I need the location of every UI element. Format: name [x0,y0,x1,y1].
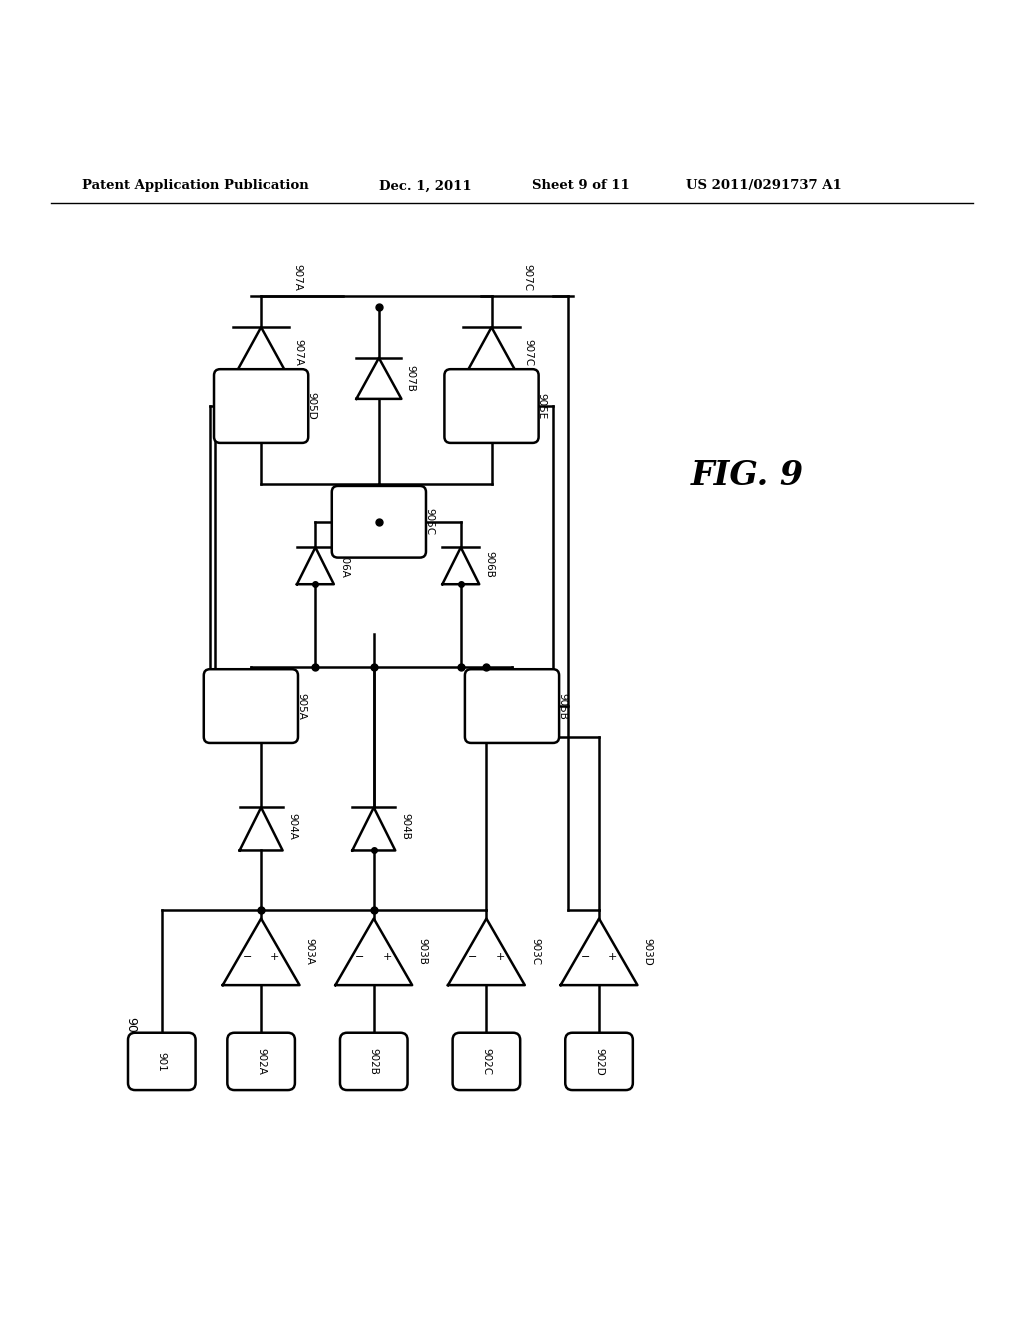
Text: −: − [468,952,477,962]
Text: 903B: 903B [418,939,427,965]
FancyBboxPatch shape [332,486,426,557]
Text: Sheet 9 of 11: Sheet 9 of 11 [532,180,630,193]
Text: 905D: 905D [306,392,316,420]
Text: 902A: 902A [256,1048,266,1074]
FancyBboxPatch shape [565,1032,633,1090]
Text: 902D: 902D [594,1048,604,1076]
Text: 902C: 902C [481,1048,492,1074]
FancyBboxPatch shape [128,1032,196,1090]
FancyBboxPatch shape [453,1032,520,1090]
Text: 907A: 907A [292,264,302,292]
Text: 907A: 907A [294,339,303,366]
Text: −: − [243,952,252,962]
Text: −: − [355,952,365,962]
Text: −: − [581,952,590,962]
FancyBboxPatch shape [227,1032,295,1090]
Text: Patent Application Publication: Patent Application Publication [82,180,308,193]
Text: 906B: 906B [484,550,495,577]
Text: US 2011/0291737 A1: US 2011/0291737 A1 [686,180,842,193]
FancyBboxPatch shape [465,669,559,743]
FancyBboxPatch shape [444,370,539,444]
Text: 904B: 904B [400,813,411,841]
Text: 901: 901 [157,1052,167,1072]
Text: 907C: 907C [522,264,532,292]
Text: 900: 900 [125,1016,137,1040]
Text: +: + [270,952,280,962]
Text: 906A: 906A [339,550,349,577]
Text: 903A: 903A [305,939,314,965]
Text: 903C: 903C [530,939,540,965]
Text: 905A: 905A [296,693,306,719]
Text: FIG. 9: FIG. 9 [691,459,804,492]
Text: 902B: 902B [369,1048,379,1074]
Text: 903D: 903D [643,939,652,966]
Text: 907C: 907C [523,339,534,367]
Text: +: + [383,952,392,962]
Text: +: + [496,952,505,962]
Text: 905B: 905B [557,693,567,719]
FancyBboxPatch shape [204,669,298,743]
Text: Dec. 1, 2011: Dec. 1, 2011 [379,180,471,193]
Text: 905C: 905C [424,508,434,536]
Text: +: + [608,952,617,962]
Text: 905E: 905E [537,393,547,420]
FancyBboxPatch shape [340,1032,408,1090]
Text: 907B: 907B [406,364,416,392]
Text: 904A: 904A [288,813,298,841]
FancyBboxPatch shape [214,370,308,444]
